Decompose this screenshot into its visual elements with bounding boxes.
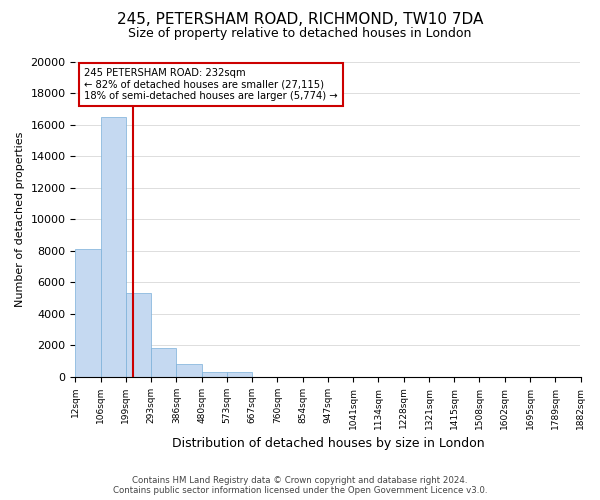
Text: Contains HM Land Registry data © Crown copyright and database right 2024.
Contai: Contains HM Land Registry data © Crown c… bbox=[113, 476, 487, 495]
Y-axis label: Number of detached properties: Number of detached properties bbox=[15, 132, 25, 307]
Bar bbox=[126, 294, 151, 377]
Text: 245, PETERSHAM ROAD, RICHMOND, TW10 7DA: 245, PETERSHAM ROAD, RICHMOND, TW10 7DA bbox=[117, 12, 483, 28]
Bar bbox=[202, 372, 227, 377]
Bar bbox=[76, 249, 101, 377]
X-axis label: Distribution of detached houses by size in London: Distribution of detached houses by size … bbox=[172, 437, 484, 450]
Bar bbox=[151, 348, 176, 377]
Text: Size of property relative to detached houses in London: Size of property relative to detached ho… bbox=[128, 28, 472, 40]
Text: 245 PETERSHAM ROAD: 232sqm
← 82% of detached houses are smaller (27,115)
18% of : 245 PETERSHAM ROAD: 232sqm ← 82% of deta… bbox=[84, 68, 338, 101]
Bar bbox=[176, 364, 202, 377]
Bar bbox=[227, 372, 252, 377]
Bar bbox=[101, 116, 126, 377]
